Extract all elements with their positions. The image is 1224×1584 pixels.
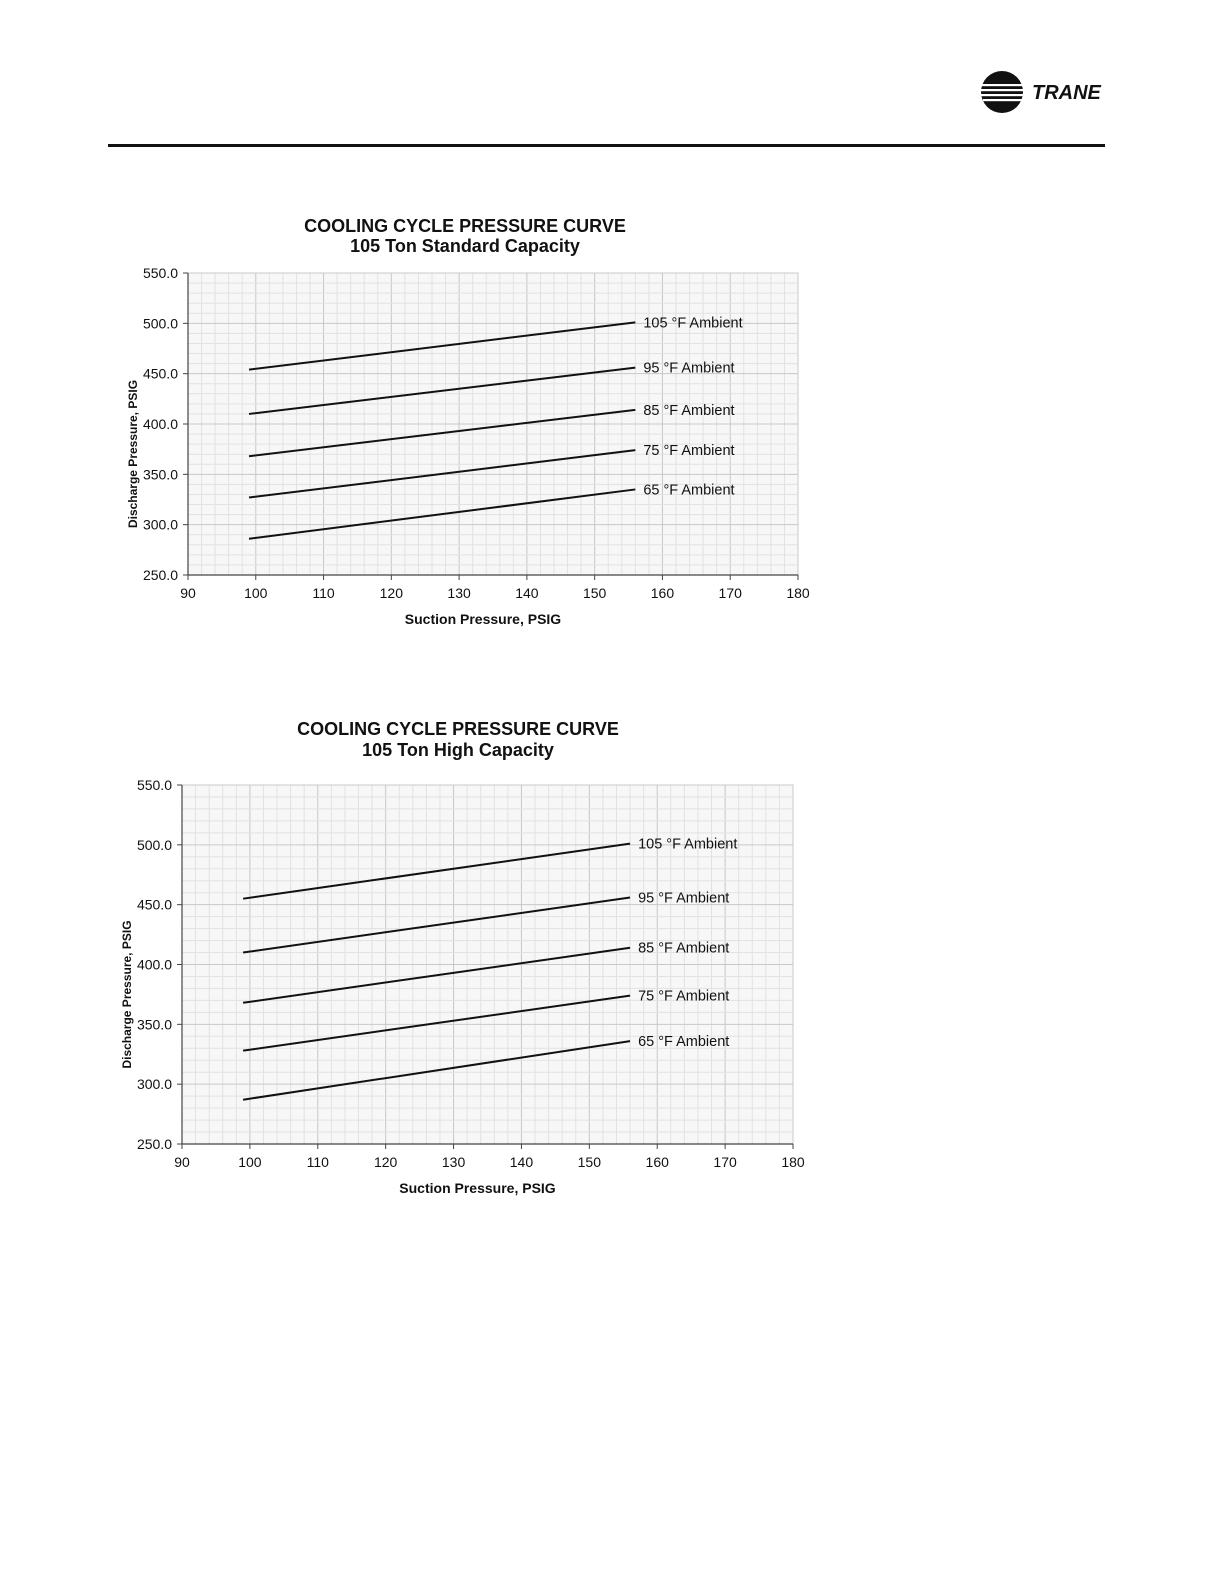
chart-subtitle: 105 Ton Standard Capacity xyxy=(350,236,580,256)
y-tick-label: 350.0 xyxy=(137,1016,172,1032)
series-label: 85 °F Ambient xyxy=(638,941,729,957)
y-tick-label: 550.0 xyxy=(137,777,172,793)
x-tick-label: 180 xyxy=(786,585,810,601)
y-tick-label: 450.0 xyxy=(143,366,178,382)
x-tick-label: 160 xyxy=(651,585,675,601)
series-line xyxy=(242,1040,631,1101)
y-tick-label: 300.0 xyxy=(143,517,178,533)
trane-logo: TRANE xyxy=(981,71,1102,113)
x-tick-label: 180 xyxy=(781,1154,805,1170)
x-tick-label: 150 xyxy=(583,585,607,601)
x-tick-label: 160 xyxy=(646,1154,670,1170)
chart-title: COOLING CYCLE PRESSURE CURVE xyxy=(297,719,619,739)
series-label: 75 °F Ambient xyxy=(638,989,729,1005)
x-tick-label: 90 xyxy=(180,585,196,601)
y-tick-label: 500.0 xyxy=(137,837,172,853)
chart-1: 90 100 110 120 130 140 150 160 170 180 250.0 300.0 3… xyxy=(126,216,810,627)
y-tick-label: 250.0 xyxy=(137,1136,172,1152)
y-tick-label: 400.0 xyxy=(137,957,172,973)
y-tick-label: 250.0 xyxy=(143,567,178,583)
series-line xyxy=(248,449,636,499)
series-label: 95 °F Ambient xyxy=(638,890,729,906)
y-tick-label: 550.0 xyxy=(143,265,178,281)
series-line xyxy=(248,488,636,540)
x-tick-label: 120 xyxy=(374,1154,398,1170)
x-tick-label: 170 xyxy=(713,1154,737,1170)
y-axis-label: Discharge Pressure, PSIG xyxy=(120,920,134,1068)
series-label: 95 °F Ambient xyxy=(643,361,734,377)
series-line xyxy=(242,896,631,954)
series-label: 105 °F Ambient xyxy=(643,315,742,331)
chart-2: 90 100 110 120 130 140 150 160 170 180 250.0 300.0 3… xyxy=(120,719,805,1196)
x-axis-label: Suction Pressure, PSIG xyxy=(405,611,561,627)
series-label: 75 °F Ambient xyxy=(643,443,734,459)
trane-globe-logo-icon xyxy=(981,71,1031,113)
y-tick-label: 450.0 xyxy=(137,897,172,913)
series-line xyxy=(242,994,631,1052)
chart-title: COOLING CYCLE PRESSURE CURVE xyxy=(304,216,626,236)
series-line xyxy=(242,842,631,900)
series-label: 105 °F Ambient xyxy=(638,837,737,853)
x-tick-label: 100 xyxy=(244,585,268,601)
x-tick-label: 150 xyxy=(578,1154,602,1170)
x-tick-label: 140 xyxy=(515,585,539,601)
x-axis-label: Suction Pressure, PSIG xyxy=(399,1180,555,1196)
series-label: 85 °F Ambient xyxy=(643,403,734,419)
series-line xyxy=(242,946,631,1004)
y-tick-label: 300.0 xyxy=(137,1076,172,1092)
brand-name: TRANE xyxy=(1032,82,1102,104)
x-tick-label: 120 xyxy=(380,585,404,601)
series-line xyxy=(248,366,636,415)
x-tick-label: 110 xyxy=(312,585,335,601)
x-tick-label: 110 xyxy=(307,1154,330,1170)
series-line xyxy=(248,408,636,458)
x-tick-label: 130 xyxy=(447,585,471,601)
chart-subtitle: 105 Ton High Capacity xyxy=(362,740,554,760)
x-tick-label: 140 xyxy=(510,1154,534,1170)
series-line xyxy=(248,321,636,371)
x-tick-label: 170 xyxy=(719,585,743,601)
y-tick-label: 500.0 xyxy=(143,315,178,331)
header-rule xyxy=(108,144,1105,147)
series-label: 65 °F Ambient xyxy=(643,482,734,498)
y-axis-label: Discharge Pressure, PSIG xyxy=(126,380,140,528)
x-tick-label: 90 xyxy=(174,1154,190,1170)
y-tick-label: 350.0 xyxy=(143,466,178,482)
series-label: 65 °F Ambient xyxy=(638,1034,729,1050)
y-tick-label: 400.0 xyxy=(143,416,178,432)
x-tick-label: 130 xyxy=(442,1154,466,1170)
x-tick-label: 100 xyxy=(238,1154,262,1170)
